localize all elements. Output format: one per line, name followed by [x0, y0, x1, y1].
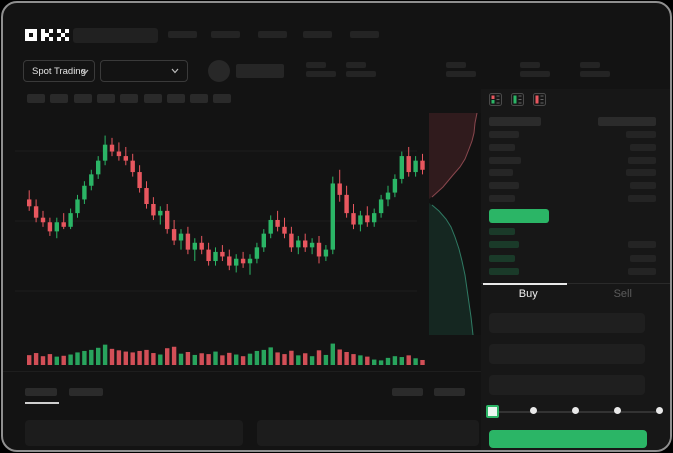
last-price-pill	[489, 209, 549, 223]
ask-amount-skeleton	[628, 157, 656, 164]
stat-value-skeleton	[306, 71, 336, 77]
book-bids-icon-svg	[511, 93, 524, 106]
chart-toolbar	[3, 91, 481, 109]
bid-price-skeleton	[489, 241, 519, 248]
interval-button-skeleton[interactable]	[97, 94, 115, 103]
panel-divider	[3, 371, 481, 372]
bottom-tab[interactable]	[69, 388, 103, 396]
book-asks-icon[interactable]	[533, 93, 546, 106]
ask-price-skeleton	[489, 195, 515, 202]
slider-handle[interactable]	[486, 405, 499, 418]
book-asks-icon-svg	[533, 93, 546, 106]
bid-price-skeleton	[489, 255, 515, 262]
tab-sell[interactable]: Sell	[576, 283, 671, 305]
order-input-skeleton[interactable]	[489, 313, 645, 333]
app-window: Spot Trading	[1, 1, 672, 452]
interval-button-skeleton[interactable]	[50, 94, 68, 103]
bottom-panel	[3, 371, 481, 450]
interval-button-skeleton[interactable]	[213, 94, 231, 103]
orderbook-col-header-price	[489, 117, 541, 126]
orderbook-panel: Buy Sell	[481, 89, 670, 450]
ask-price-skeleton	[489, 169, 513, 176]
stat-label-skeleton	[346, 62, 366, 68]
nav-item-skeleton[interactable]	[303, 31, 332, 38]
stat-value-skeleton	[520, 71, 550, 77]
amount-slider[interactable]	[489, 410, 661, 420]
bottom-content-slot	[25, 420, 243, 446]
slider-step-dot[interactable]	[572, 407, 579, 414]
bid-amount-skeleton	[630, 255, 656, 262]
ask-price-skeleton	[489, 182, 519, 189]
candlestick-volume-svg	[3, 109, 429, 371]
stat-label-skeleton	[446, 62, 466, 68]
stat-value-skeleton	[446, 71, 476, 77]
bottom-tab-active[interactable]	[25, 388, 57, 396]
trade-tabs: Buy Sell	[481, 283, 670, 307]
interval-button-skeleton[interactable]	[167, 94, 185, 103]
slider-step-dot[interactable]	[656, 407, 663, 414]
orderbook-mode-switch	[489, 93, 569, 107]
market-header: Spot Trading	[3, 53, 670, 89]
page: { "app": { "logo": "OKX" }, "nav": { "sk…	[0, 0, 673, 453]
bid-amount-skeleton	[628, 241, 656, 248]
market-stats	[3, 53, 670, 89]
bottom-action[interactable]	[392, 388, 423, 396]
ask-price-skeleton	[489, 144, 515, 151]
interval-button-skeleton[interactable]	[120, 94, 138, 103]
stat-value-skeleton	[580, 71, 610, 77]
nav-item-skeleton[interactable]	[258, 31, 287, 38]
ask-amount-skeleton	[628, 195, 656, 202]
order-input-skeleton[interactable]	[489, 344, 645, 364]
book-bids-icon[interactable]	[511, 93, 524, 106]
nav-item-skeleton[interactable]	[211, 31, 240, 38]
slider-step-dot[interactable]	[530, 407, 537, 414]
bid-price-skeleton	[489, 228, 515, 235]
bottom-tab-underline	[25, 402, 59, 404]
bid-price-skeleton	[489, 268, 519, 275]
interval-button-skeleton[interactable]	[144, 94, 162, 103]
interval-button-skeleton[interactable]	[190, 94, 208, 103]
slider-step-dot[interactable]	[614, 407, 621, 414]
ask-amount-skeleton	[630, 144, 656, 151]
stat-label-skeleton	[580, 62, 600, 68]
ask-price-skeleton	[489, 131, 519, 138]
bottom-content-slot	[257, 420, 479, 446]
nav-item-skeleton[interactable]	[168, 31, 197, 38]
book-split-icon-svg	[489, 93, 502, 106]
ask-amount-skeleton	[626, 169, 656, 176]
interval-button-skeleton[interactable]	[74, 94, 92, 103]
order-input-skeleton[interactable]	[489, 375, 645, 395]
depth-svg	[429, 113, 481, 335]
depth-preview[interactable]	[429, 113, 481, 335]
tab-buy[interactable]: Buy	[481, 283, 576, 305]
stat-label-skeleton	[306, 62, 326, 68]
interval-button-skeleton[interactable]	[27, 94, 45, 103]
stat-label-skeleton	[520, 62, 540, 68]
stat-value-skeleton	[346, 71, 376, 77]
top-nav	[3, 3, 670, 51]
bottom-action[interactable]	[434, 388, 465, 396]
ask-amount-skeleton	[626, 131, 656, 138]
book-split-icon[interactable]	[489, 93, 502, 106]
ask-price-skeleton	[489, 157, 521, 164]
orderbook-col-header-amount	[598, 117, 656, 126]
buy-submit-button[interactable]	[489, 430, 647, 448]
nav-menu	[3, 3, 670, 51]
nav-item-skeleton[interactable]	[350, 31, 379, 38]
bid-amount-skeleton	[628, 268, 656, 275]
price-chart[interactable]	[3, 109, 429, 371]
ask-amount-skeleton	[630, 182, 656, 189]
